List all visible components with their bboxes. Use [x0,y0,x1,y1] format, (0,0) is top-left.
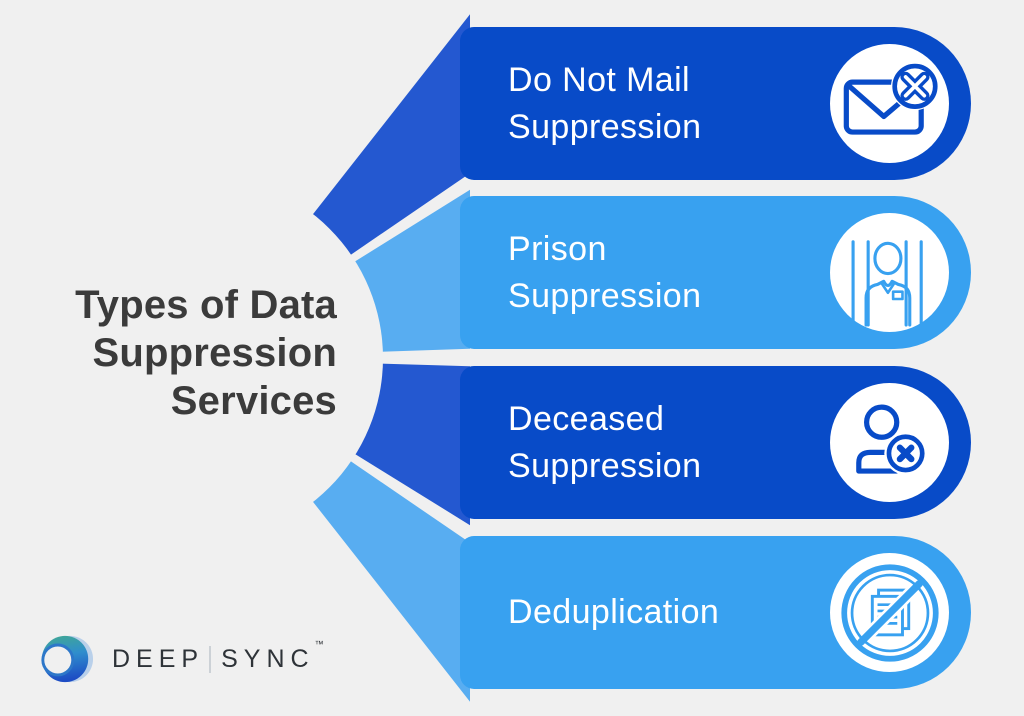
banner-label-line: Suppression [508,107,702,146]
deep-sync-logo-mark [41,635,94,683]
banner-deceased-suppression: Deceased Suppression [460,366,971,519]
person-removed-icon [855,404,927,475]
icon-badge [830,44,949,163]
prisoner-behind-bars-icon [851,239,923,327]
title-line-3: Services [170,379,337,423]
page-title: Types of Data Suppression Services [38,281,337,425]
title-line-1: Types of Data [75,283,337,327]
logo-word-sync: SYNC [221,644,315,673]
mail-blocked-icon [843,61,939,135]
banner-label: Deceased Suppression [508,366,701,519]
banner-label-line: Suppression [508,276,702,315]
banner-label-line: Prison [508,229,607,268]
title-line-2: Suppression [92,331,337,375]
banner-do-not-mail-suppression: Do Not Mail Suppression [460,27,971,180]
banner-label: Deduplication [508,536,719,689]
icon-badge [830,383,949,502]
banner-label-line: Suppression [508,446,702,485]
logo-word-deep: DEEP [112,644,205,673]
logo-divider [209,645,212,673]
no-duplicate-documents-icon [840,563,939,662]
banner-label-line: Deceased [508,399,665,438]
icon-badge [830,553,949,672]
deep-sync-logo: DEEP SYNC ™ [38,630,324,688]
banner-label: Do Not Mail Suppression [508,27,701,180]
icon-badge [830,213,949,332]
hub-arc-cutout [17,175,383,541]
banner-deduplication: Deduplication [460,536,971,689]
banner-label: Prison Suppression [508,196,701,349]
banner-label-line: Deduplication [508,593,720,631]
trademark-symbol: ™ [314,639,324,649]
banner-prison-suppression: Prison Suppression [460,196,971,349]
banner-label-line: Do Not Mail [508,60,691,99]
